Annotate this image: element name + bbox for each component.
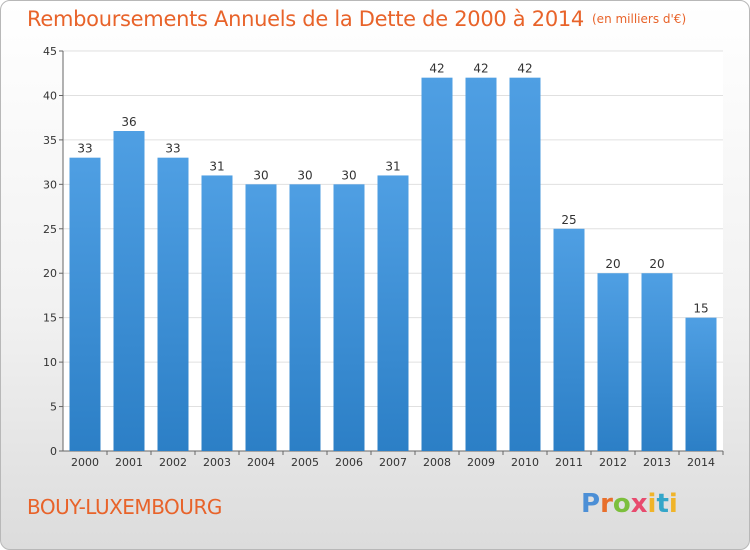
x-tick-label: 2001	[115, 456, 143, 469]
bar	[289, 184, 321, 452]
y-tick-label: 30	[43, 178, 57, 191]
commune-name: BOUY-LUXEMBOURG	[27, 495, 222, 519]
bar-value-label: 20	[605, 257, 620, 271]
bar	[465, 77, 497, 452]
x-tick-label: 2007	[379, 456, 407, 469]
chart-unit-note: (en milliers d'€)	[592, 12, 687, 26]
bar-value-label: 20	[649, 257, 664, 271]
x-tick-label: 2009	[467, 456, 495, 469]
x-tick-label: 2000	[71, 456, 99, 469]
bar-value-label: 33	[77, 142, 92, 156]
bar	[333, 184, 365, 452]
bar-value-label: 33	[165, 142, 180, 156]
bar-value-label: 31	[385, 159, 400, 173]
x-tick-label: 2006	[335, 456, 363, 469]
x-tick-label: 2014	[687, 456, 715, 469]
y-tick-label: 10	[43, 356, 57, 369]
bar	[245, 184, 277, 452]
chart-title: Remboursements Annuels de la Dette de 20…	[27, 7, 686, 31]
bar	[377, 175, 409, 451]
bar	[641, 273, 673, 451]
bar	[113, 131, 145, 451]
chart-title-text: Remboursements Annuels de la Dette de 20…	[27, 7, 584, 31]
proxiti-logo: Proxiti	[581, 489, 678, 519]
x-tick-label: 2008	[423, 456, 451, 469]
bar-value-label: 31	[209, 159, 224, 173]
bar-value-label: 25	[561, 213, 576, 227]
bar	[597, 273, 629, 451]
x-tick-label: 2013	[643, 456, 671, 469]
y-tick-label: 0	[50, 445, 57, 458]
bar-value-label: 30	[341, 168, 356, 182]
x-tick-label: 2010	[511, 456, 539, 469]
x-tick-label: 2004	[247, 456, 275, 469]
bar-value-label: 42	[517, 62, 532, 76]
bar-value-label: 15	[693, 302, 708, 316]
y-tick-label: 15	[43, 312, 57, 325]
x-tick-label: 2002	[159, 456, 187, 469]
y-tick-label: 35	[43, 134, 57, 147]
bar	[421, 77, 453, 452]
bar	[509, 77, 541, 452]
y-tick-label: 25	[43, 223, 57, 236]
bar	[69, 157, 101, 451]
bar	[685, 317, 717, 451]
x-tick-label: 2003	[203, 456, 231, 469]
x-tick-label: 2012	[599, 456, 627, 469]
bar-value-label: 30	[297, 168, 312, 182]
bar-value-label: 42	[429, 62, 444, 76]
y-tick-label: 45	[43, 45, 57, 58]
bar-value-label: 30	[253, 168, 268, 182]
bar-value-label: 42	[473, 62, 488, 76]
x-tick-label: 2005	[291, 456, 319, 469]
bar	[201, 175, 233, 451]
y-tick-label: 20	[43, 267, 57, 280]
bar-value-label: 36	[121, 115, 136, 129]
y-tick-label: 5	[50, 401, 57, 414]
bar	[157, 157, 189, 451]
bar	[553, 228, 585, 451]
y-tick-label: 40	[43, 89, 57, 102]
x-tick-label: 2011	[555, 456, 583, 469]
